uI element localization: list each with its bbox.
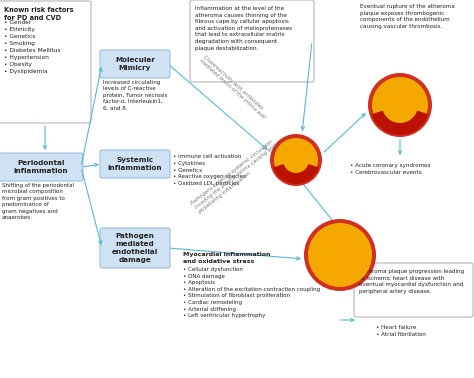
- Text: Atheroma plaque progression leading
to ischemic heart disease with
eventual myoc: Atheroma plaque progression leading to i…: [359, 269, 464, 294]
- Text: Periodontal
inflammation: Periodontal inflammation: [14, 160, 68, 174]
- Text: Inflammation at the level of the
atheroma causes thinning of the
fibrous cape by: Inflammation at the level of the atherom…: [195, 6, 292, 51]
- Text: Systemic
inflammation: Systemic inflammation: [108, 157, 162, 171]
- FancyBboxPatch shape: [100, 50, 170, 78]
- Text: Increased circulating
levels of C-reactive
protein, Tumor necrosis
factor-α, Int: Increased circulating levels of C-reacti…: [103, 80, 167, 111]
- Text: Pathogens entering systemic circulation
invading the arterial intima causing and: Pathogens entering systemic circulation …: [190, 139, 281, 215]
- Text: Shifting of the periodontal
microbial composition
from gram positives to
predomi: Shifting of the periodontal microbial co…: [2, 183, 74, 220]
- Text: Pathogen
mediated
endothelial
damage: Pathogen mediated endothelial damage: [112, 233, 158, 263]
- Text: • Heart failure
• Atrial fibrillation: • Heart failure • Atrial fibrillation: [376, 325, 426, 337]
- FancyBboxPatch shape: [190, 0, 314, 82]
- FancyBboxPatch shape: [354, 263, 473, 317]
- Text: Molecular
Mimicry: Molecular Mimicry: [115, 57, 155, 71]
- FancyBboxPatch shape: [0, 1, 91, 123]
- Circle shape: [372, 77, 428, 133]
- Circle shape: [308, 223, 372, 287]
- Text: • Immune cell activation
• Cytokines
• Genetics
• Reactive oxygen species
• Oxid: • Immune cell activation • Cytokines • G…: [173, 154, 246, 186]
- Text: Eventual rupture of the atheroma
plaque exposes thrombogenic
components of the e: Eventual rupture of the atheroma plaque …: [360, 4, 455, 29]
- Polygon shape: [273, 164, 319, 184]
- Circle shape: [368, 73, 432, 137]
- FancyBboxPatch shape: [100, 228, 170, 268]
- Text: Known risk factors
for PD and CVD: Known risk factors for PD and CVD: [4, 7, 73, 21]
- Circle shape: [274, 138, 318, 182]
- Circle shape: [304, 219, 376, 291]
- Text: Crossreactivity with antibodies
mediated lesion of the intima wall: Crossreactivity with antibodies mediated…: [198, 54, 270, 120]
- Text: Myocardial inflammation
and oxidative stress: Myocardial inflammation and oxidative st…: [183, 252, 271, 263]
- Polygon shape: [372, 110, 428, 135]
- Text: • Cellular dysfunction
• DNA damage
• Apoptosis
• Alteration of the excitation-c: • Cellular dysfunction • DNA damage • Ap…: [183, 267, 320, 318]
- FancyBboxPatch shape: [100, 150, 170, 178]
- FancyBboxPatch shape: [0, 153, 83, 181]
- Text: • Gender
• Ethnicity
• Genetics
• Smoking
• Diabetes Mellitus
• Hypertension
• O: • Gender • Ethnicity • Genetics • Smokin…: [4, 20, 61, 74]
- Circle shape: [270, 134, 322, 186]
- Text: • Acute coronary syndromes
• Cerebrovascular events: • Acute coronary syndromes • Cerebrovasc…: [350, 163, 430, 175]
